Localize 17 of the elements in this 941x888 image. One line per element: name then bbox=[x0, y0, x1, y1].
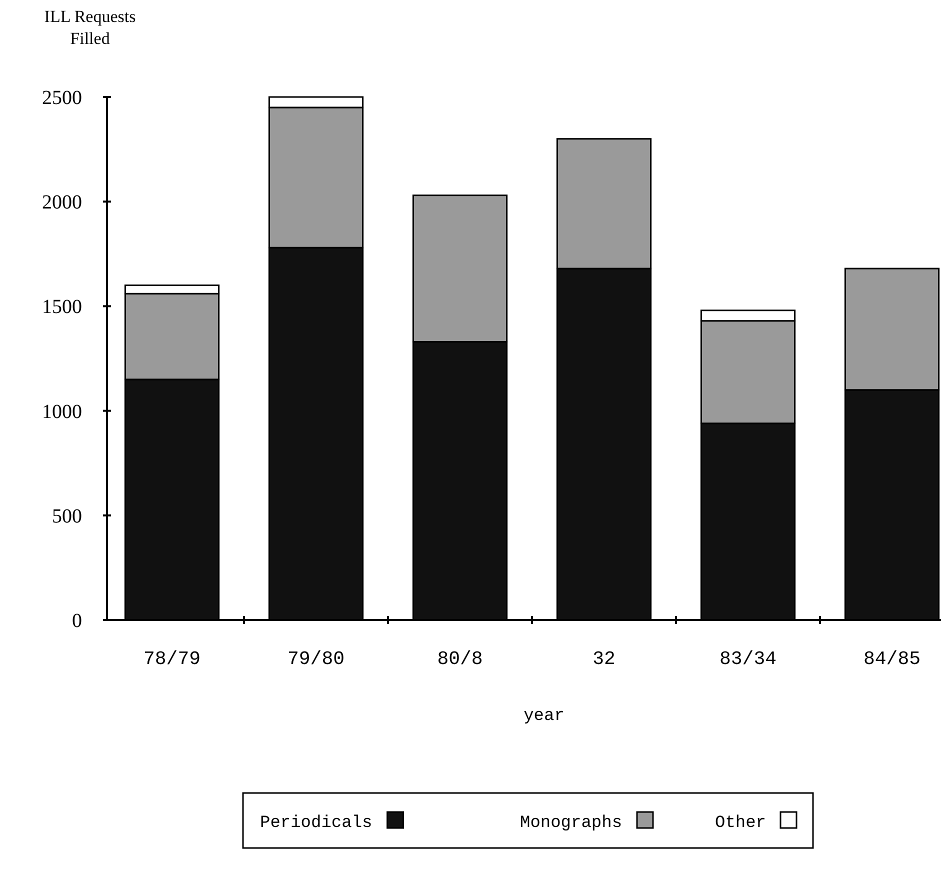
y-axis-title: ILL Requests Filled bbox=[44, 7, 136, 48]
legend-label: Periodicals bbox=[260, 814, 372, 833]
y-tick-label: 500 bbox=[52, 505, 82, 528]
x-tick-label: 32 bbox=[592, 648, 616, 670]
x-tick-label: 78/79 bbox=[143, 648, 201, 670]
x-tick-label: 84/85 bbox=[863, 648, 921, 670]
x-tick-label: 79/80 bbox=[287, 648, 345, 670]
y-tick-label: 2500 bbox=[42, 87, 82, 109]
x-axis-title: year bbox=[524, 707, 564, 726]
legend-label: Other bbox=[715, 814, 766, 833]
x-tick-label: 83/34 bbox=[719, 648, 777, 670]
y-tick-label: 1500 bbox=[42, 296, 82, 318]
legend-label: Monographs bbox=[520, 814, 622, 833]
y-tick-label: 2000 bbox=[42, 192, 82, 214]
y-tick-label: 0 bbox=[72, 610, 82, 632]
y-tick-label: 1000 bbox=[42, 400, 82, 423]
x-tick-label: 80/8 bbox=[437, 648, 483, 670]
